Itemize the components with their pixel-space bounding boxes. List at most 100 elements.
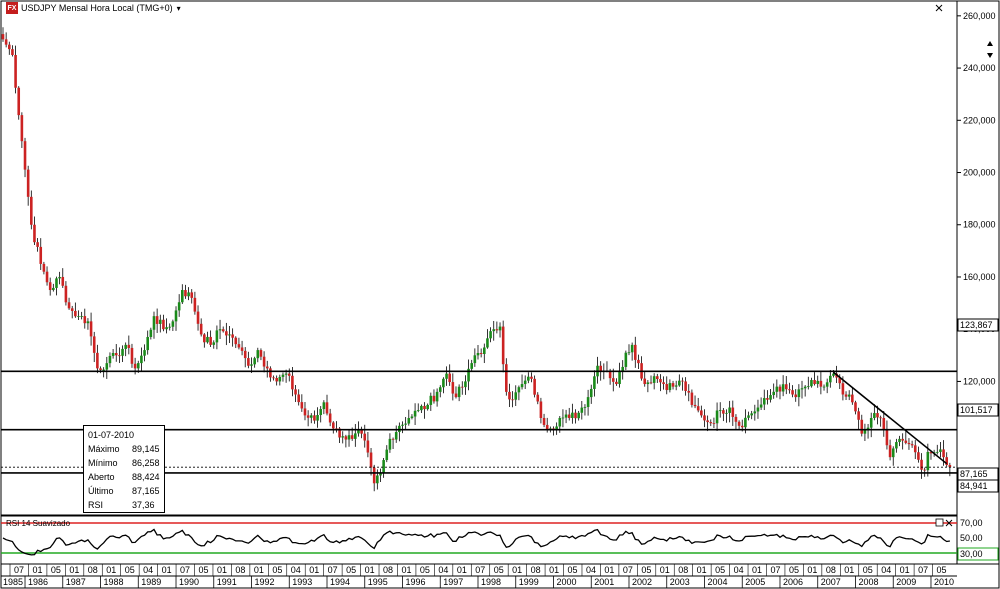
x-month-label: 08	[235, 565, 245, 575]
x-year-label: 1989	[141, 577, 161, 587]
candle	[243, 347, 247, 368]
infobox-row: RSI 37,36	[88, 498, 162, 512]
x-month-label: 07	[14, 565, 24, 575]
x-month-label: 01	[254, 565, 264, 575]
candle	[561, 409, 565, 428]
candle	[55, 276, 58, 296]
candle	[508, 383, 511, 407]
candle	[262, 351, 266, 373]
candle	[347, 430, 351, 447]
x-month-label: 01	[457, 565, 467, 575]
infobox-date: 01-07-2010	[88, 430, 135, 440]
x-year-label: 1995	[368, 577, 388, 587]
y-tick-label: 120,000	[963, 376, 996, 386]
candle	[567, 407, 571, 421]
candle	[253, 356, 256, 368]
candle	[762, 389, 766, 411]
chart-title-bar[interactable]: FX USDJPY Mensal Hora Local (TMG+0) ▾	[6, 1, 181, 15]
candle	[473, 348, 477, 367]
x-month-label: 05	[937, 565, 947, 575]
candle	[737, 420, 741, 431]
x-month-label: 05	[715, 565, 725, 575]
candle	[467, 359, 470, 391]
candle	[146, 330, 150, 355]
x-year-label: 1997	[443, 577, 463, 587]
candle	[328, 408, 332, 427]
candle	[813, 372, 816, 386]
candle	[86, 318, 90, 330]
x-year-label: 2009	[896, 577, 916, 587]
candle	[124, 342, 127, 357]
x-month-label: 01	[549, 565, 559, 575]
candle	[580, 400, 584, 420]
candle	[803, 385, 807, 397]
candle	[454, 386, 458, 399]
candle	[869, 412, 873, 438]
candle	[448, 364, 451, 386]
candle	[435, 388, 439, 407]
candle	[656, 373, 659, 383]
rsi-panel-menu-icon[interactable]	[935, 518, 944, 527]
y-tick-label: 220,000	[963, 115, 996, 125]
x-month-label: 05	[125, 565, 135, 575]
candle	[67, 297, 71, 310]
candle	[800, 380, 804, 399]
x-year-label: 2002	[632, 577, 652, 587]
candle	[750, 410, 753, 420]
candle	[74, 302, 77, 318]
candle	[781, 375, 785, 397]
x-year-label: 2004	[707, 577, 727, 587]
candle	[882, 411, 886, 437]
candle	[715, 402, 719, 431]
candle	[879, 415, 882, 427]
candle	[61, 268, 65, 288]
x-month-label: 01	[604, 565, 614, 575]
x-month-label: 08	[383, 565, 393, 575]
arrow-up-icon[interactable]	[987, 41, 993, 46]
x-month-label: 07	[623, 565, 633, 575]
candle	[322, 400, 326, 415]
candle	[753, 404, 757, 421]
candle	[45, 266, 49, 286]
candle	[184, 284, 187, 299]
candle	[810, 377, 813, 388]
close-icon[interactable]	[935, 4, 943, 12]
infobox-value: 88,424	[132, 472, 160, 482]
candle	[48, 277, 52, 296]
x-year-label: 1987	[66, 577, 86, 587]
candle	[234, 336, 238, 349]
candle	[825, 378, 829, 394]
candle	[108, 352, 112, 368]
infobox-label: RSI	[88, 500, 104, 510]
candle	[394, 425, 398, 443]
candle	[687, 384, 691, 402]
candle	[939, 441, 942, 458]
candle	[700, 405, 703, 418]
x-month-label: 01	[162, 565, 172, 575]
candle	[294, 385, 297, 402]
x-year-label: 1996	[406, 577, 426, 587]
arrow-down-icon[interactable]	[987, 53, 993, 58]
price-series-layer	[1, 27, 952, 492]
candle	[64, 281, 68, 306]
candle	[303, 402, 307, 421]
x-year-label: 2007	[821, 577, 841, 587]
x-year-label: 1988	[104, 577, 124, 587]
candle	[649, 375, 653, 385]
infobox-label: Último	[88, 486, 114, 496]
candle	[297, 389, 300, 406]
infobox-row: Aberto 88,424	[88, 470, 162, 484]
candle	[904, 431, 908, 445]
candle	[514, 385, 518, 406]
candle	[143, 344, 146, 362]
title-dropdown-arrow[interactable]: ▾	[176, 3, 181, 13]
candle	[464, 375, 467, 395]
x-axis-ticks: 1985 1986 1987 1988 1989 1990 1991 1992 1993 1994…	[3, 564, 954, 588]
candle	[366, 431, 370, 458]
candle	[438, 385, 442, 398]
infobox-value: 87,165	[132, 486, 160, 496]
x-year-label: 1991	[217, 577, 237, 587]
candle	[130, 343, 134, 368]
infobox-label: Aberto	[88, 472, 115, 482]
candle	[420, 404, 423, 413]
